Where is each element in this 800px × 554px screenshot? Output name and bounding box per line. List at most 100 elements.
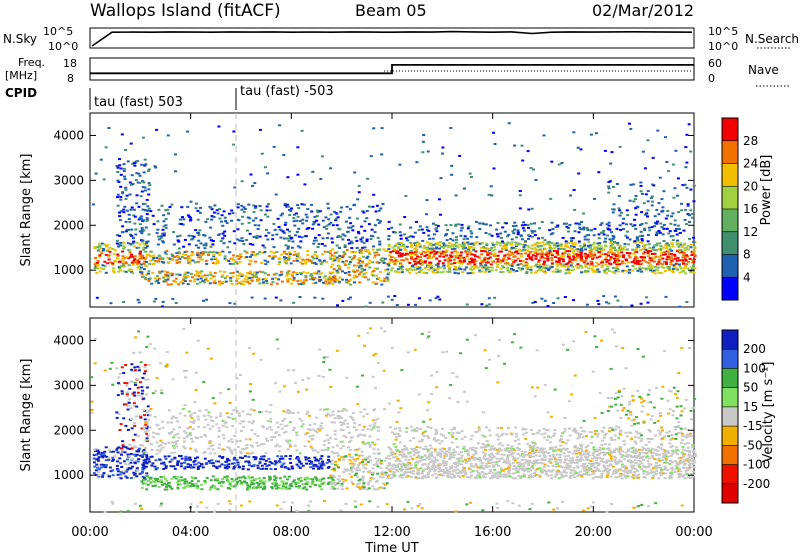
echo-cell [547, 451, 551, 454]
echo-cell [604, 256, 608, 259]
echo-cell [683, 242, 687, 245]
echo-cell [127, 228, 131, 231]
echo-cell [183, 447, 187, 450]
echo-cell [662, 190, 666, 193]
echo-cell [525, 262, 529, 265]
echo-cell [281, 230, 285, 233]
echo-cell [603, 271, 607, 274]
echo-cell [119, 423, 123, 426]
echo-cell [151, 485, 155, 487]
echo-cell [403, 253, 407, 256]
echo-cell [350, 480, 354, 483]
echo-cell [315, 255, 319, 258]
echo-cell [132, 259, 136, 262]
echo-cell [454, 266, 457, 269]
echo-cell [576, 263, 580, 266]
echo-cell [550, 259, 554, 262]
echo-cell [379, 467, 383, 470]
echo-cell [550, 242, 554, 245]
echo-cell [442, 246, 446, 249]
echo-cell [387, 468, 391, 471]
echo-cell [350, 250, 354, 253]
echo-cell [454, 224, 457, 227]
echo-cell [363, 220, 367, 223]
echo-cell [474, 450, 477, 453]
echo-cell [364, 463, 368, 466]
echo-cell [516, 231, 520, 234]
echo-cell [310, 462, 314, 465]
echo-cell [356, 466, 360, 469]
echo-cell [165, 483, 169, 486]
echo-cell [134, 179, 138, 181]
echo-cell [179, 281, 183, 284]
echo-cell [98, 468, 101, 471]
echo-cell [502, 473, 506, 476]
echo-cell [287, 257, 291, 260]
echo-cell [191, 428, 195, 431]
echo-cell [599, 246, 603, 249]
echo-cell [489, 185, 493, 188]
echo-cell [336, 415, 340, 417]
echo-cell [376, 460, 380, 463]
echo-cell [148, 263, 152, 265]
echo-cell [609, 162, 613, 165]
echo-cell [623, 262, 627, 265]
y-tick-label: 4000 [53, 128, 84, 142]
echo-cell [287, 240, 291, 242]
echo-cell [684, 265, 687, 267]
echo-cell [556, 225, 559, 228]
echo-cell [167, 455, 171, 458]
echo-cell [390, 256, 393, 259]
echo-cell [322, 481, 326, 484]
echo-cell [463, 467, 467, 469]
echo-cell [133, 258, 137, 261]
echo-cell [443, 461, 447, 464]
echo-cell [336, 271, 340, 274]
echo-cell [322, 226, 326, 229]
echo-cell [685, 254, 689, 257]
echo-cell [259, 486, 263, 489]
echo-cell [416, 267, 420, 270]
echo-cell [375, 462, 379, 465]
echo-cell [664, 253, 667, 256]
echo-cell [510, 243, 513, 246]
echo-cell [447, 257, 451, 259]
echo-cell [403, 472, 407, 475]
echo-cell [189, 420, 193, 423]
echo-cell [164, 227, 168, 229]
echo-cell [619, 246, 623, 249]
echo-cell [142, 181, 146, 184]
echo-cell [503, 254, 507, 257]
echo-cell [663, 270, 667, 273]
echo-cell [423, 267, 427, 269]
echo-cell [493, 296, 497, 299]
echo-cell [527, 226, 530, 229]
echo-cell [487, 472, 491, 475]
echo-cell [608, 180, 612, 183]
echo-cell [143, 447, 147, 449]
echo-cell [550, 256, 554, 259]
echo-cell [305, 216, 309, 219]
echo-cell [616, 254, 620, 257]
echo-cell [551, 270, 555, 273]
echo-cell [677, 263, 681, 266]
echo-cell [417, 477, 421, 480]
echo-cell [370, 228, 374, 231]
echo-cell [486, 266, 490, 269]
echo-cell [496, 452, 500, 455]
echo-cell [250, 296, 254, 299]
echo-cell [177, 436, 181, 439]
echo-cell [265, 465, 269, 468]
echo-cell [164, 457, 168, 460]
echo-cell [415, 250, 419, 253]
echo-cell [218, 217, 222, 220]
echo-cell [96, 449, 100, 452]
echo-cell [225, 460, 228, 463]
echo-cell [211, 444, 215, 447]
echo-cell [297, 207, 301, 210]
echo-cell [403, 216, 407, 218]
echo-cell [658, 231, 662, 234]
echo-cell [288, 208, 291, 211]
echo-cell [468, 459, 472, 461]
echo-cell [664, 244, 668, 247]
